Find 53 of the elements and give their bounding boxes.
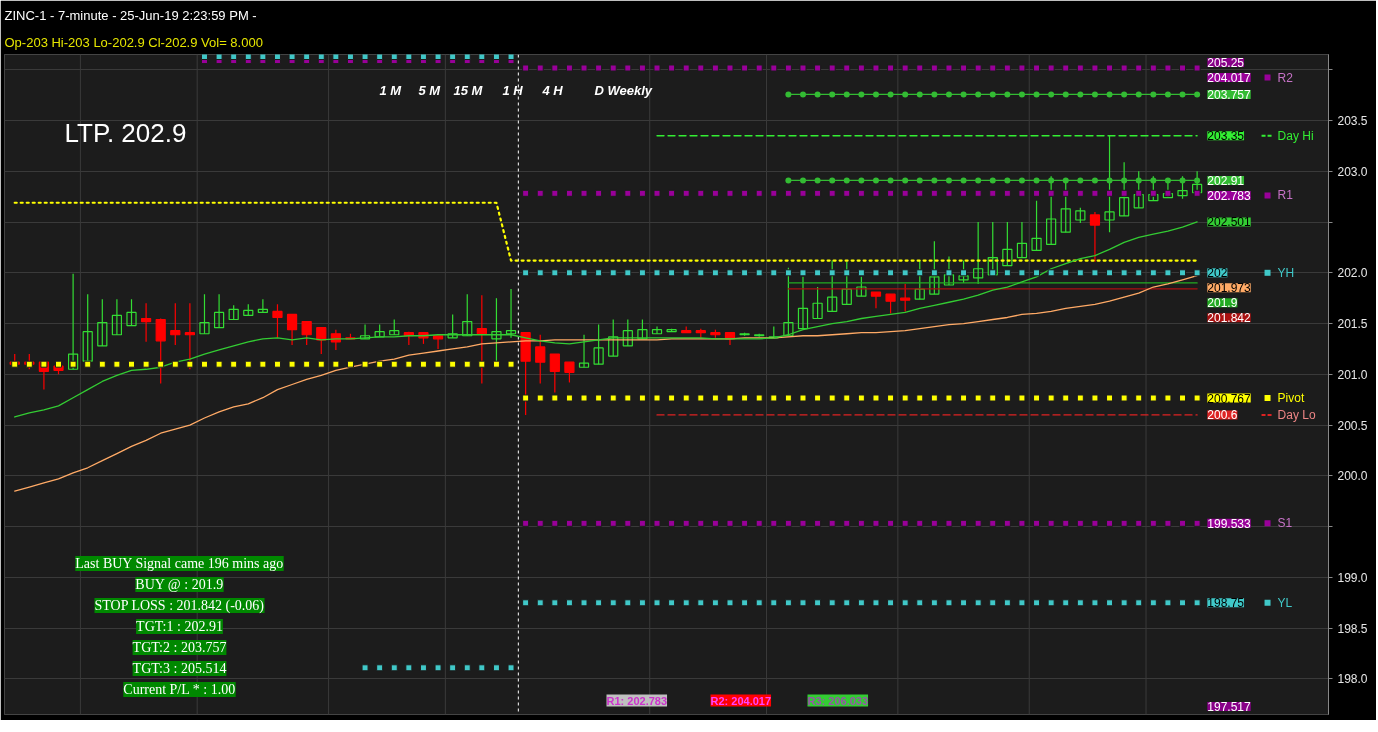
y-tick-label: 198.5 <box>1337 621 1368 636</box>
legend-label: Pivot <box>1277 391 1305 405</box>
y-tick-label: 200.5 <box>1337 418 1368 433</box>
y-tick-label: 203.0 <box>1337 164 1368 179</box>
legend-label: R1 <box>1277 188 1294 203</box>
data-label: 198.75 <box>1207 596 1245 611</box>
annotation: TGT:3 : 205.514 <box>132 661 227 676</box>
annotation: TGT:2 : 203.757 <box>132 640 227 655</box>
annotation: BUY @ : 201.9 <box>135 577 224 592</box>
annotation: R2: 204.017 <box>710 694 772 707</box>
data-label: 202.91 <box>1207 173 1245 188</box>
annotation: 1 H <box>502 83 524 98</box>
chart-title: ZINC-1 - 7-minute - 25-Jun-19 2:23:59 PM - <box>4 7 257 23</box>
data-label: 200.6 <box>1207 408 1238 423</box>
y-tick-label: 198.0 <box>1337 672 1368 687</box>
annotation: R3: 206.033 <box>807 694 869 707</box>
annotation: 1 M <box>379 83 403 98</box>
annotation: 15 M <box>453 83 484 98</box>
legend-label: S1 <box>1277 516 1293 531</box>
data-label: 199.533 <box>1207 516 1252 531</box>
annotation: STOP LOSS : 201.842 (-0.06) <box>94 598 265 614</box>
y-tick-label: 203.5 <box>1337 114 1368 128</box>
annotation: Last BUY Signal came 196 mins ago <box>75 556 284 571</box>
data-label: 201.973 <box>1207 281 1252 296</box>
y-tick-label: 199.0 <box>1337 570 1368 585</box>
annotation: R1: 202.783 <box>606 694 668 707</box>
chart-subtitle: Op-203 Hi-203 Lo-202.9 Cl-202.9 Vol= 8.000 <box>4 34 263 50</box>
legend-label: Day Hi <box>1277 128 1314 143</box>
legend-label: YL <box>1277 595 1293 610</box>
annotation: Current P/L * : 1.00 <box>123 682 236 697</box>
data-label: 201.9 <box>1207 296 1238 311</box>
y-tick-label: 202.0 <box>1337 266 1368 281</box>
annotation: TGT:1 : 202.91 <box>136 619 223 634</box>
data-label: 203.757 <box>1207 87 1252 102</box>
data-label: 202.501 <box>1207 215 1252 230</box>
data-label: 200.767 <box>1207 391 1252 406</box>
y-tick-label: 201.5 <box>1337 317 1368 332</box>
legend-label: YH <box>1277 265 1295 280</box>
legend-label: R2 <box>1277 70 1294 85</box>
annotation: D Weekly <box>594 83 653 98</box>
y-tick-label: 201.0 <box>1337 367 1368 382</box>
data-label: 202 <box>1207 266 1228 281</box>
data-label: 201.842 <box>1207 311 1252 326</box>
text: 197.517 <box>1207 700 1252 714</box>
data-label: 202.783 <box>1207 188 1252 203</box>
legend-label: Day Lo <box>1277 407 1316 422</box>
annotation: 4 H <box>541 83 564 98</box>
annotation: LTP. 202.9 <box>64 117 187 148</box>
y-tick-label: 200.0 <box>1337 469 1368 484</box>
data-label: 204.017 <box>1207 71 1252 85</box>
data-label: 203.35 <box>1207 129 1245 144</box>
annotation: 5 M <box>418 83 442 98</box>
text: 205.25 <box>1207 56 1245 70</box>
